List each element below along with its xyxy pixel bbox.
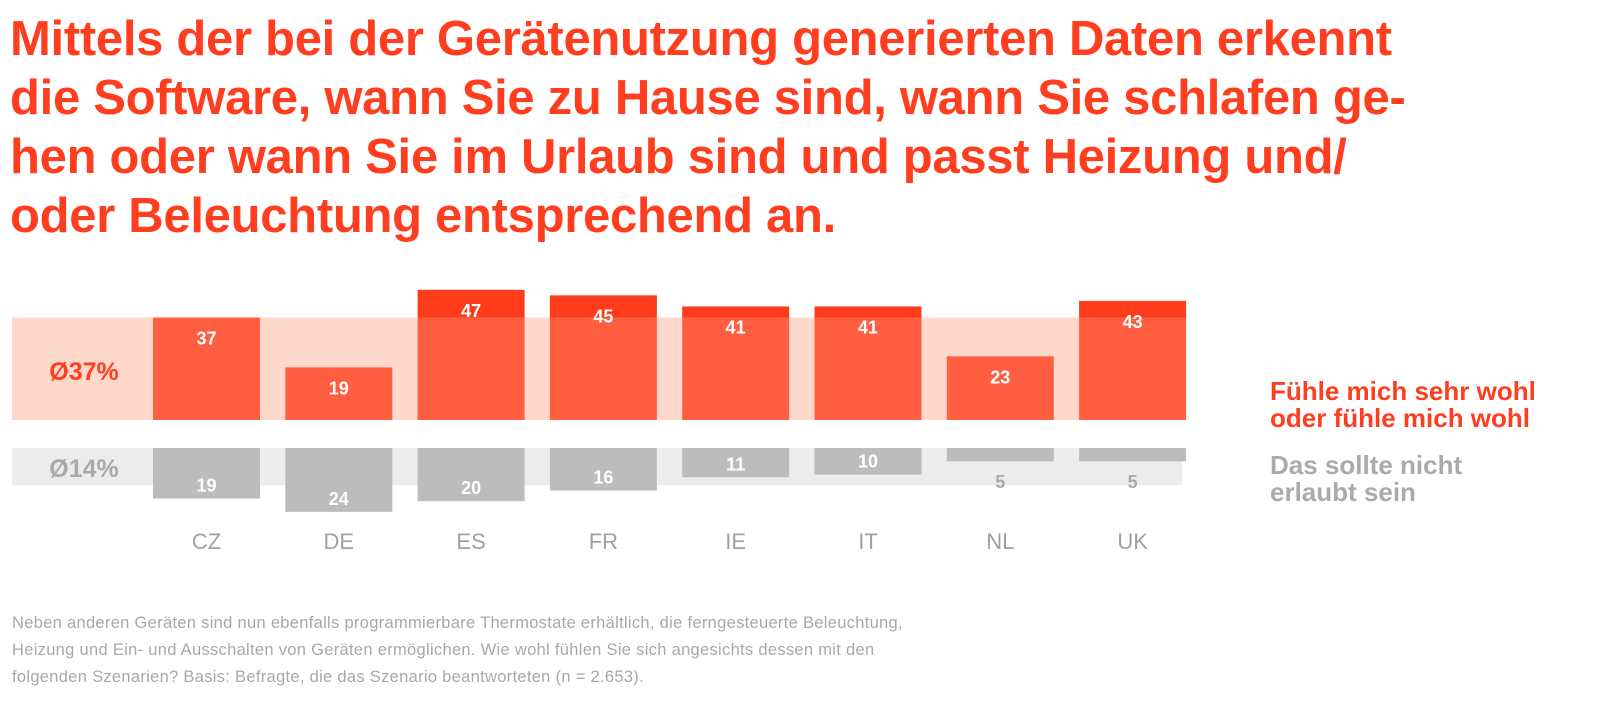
footnote-line: folgenden Szenarien? Basis: Befragte, di…: [12, 668, 644, 686]
footnote-line: Neben anderen Geräten sind nun ebenfalls…: [12, 614, 903, 632]
legend-positive-line: oder fühle mich wohl: [1270, 403, 1531, 433]
category-label: UK: [1117, 529, 1148, 554]
bar-positive: [682, 317, 790, 420]
data-label-positive: 41: [726, 317, 746, 337]
title-line: die Software, wann Sie zu Hause sind, wa…: [10, 71, 1406, 125]
data-label-negative: 19: [196, 476, 216, 496]
bar-positive-above-average: [1079, 300, 1187, 318]
data-label-negative: 16: [593, 468, 613, 488]
bar-negative: [1079, 448, 1187, 462]
data-label-negative: 10: [858, 452, 878, 472]
bar-positive-above-average: [682, 306, 790, 318]
title-line: oder Beleuchtung entsprechend an.: [10, 189, 836, 243]
data-label-positive: 41: [858, 317, 878, 337]
category-label: IE: [725, 529, 746, 554]
data-label-positive: 43: [1123, 312, 1143, 332]
bar-positive: [153, 317, 260, 420]
bar-negative: [153, 448, 260, 499]
data-label-positive: 23: [990, 367, 1010, 387]
legend-negative: Das sollte nicht erlaubt sein: [1270, 452, 1462, 506]
data-label-positive: 45: [593, 306, 613, 326]
bar-positive: [1079, 317, 1187, 420]
bar-positive-above-average: [417, 289, 525, 318]
bar-positive-above-average: [814, 306, 922, 318]
bar-negative: [549, 448, 657, 491]
average-label-positive: Ø37%: [49, 358, 118, 386]
bar-negative: [417, 448, 525, 502]
bar-negative: [946, 448, 1054, 462]
footnote-line: Heizung und Ein- und Ausschalten von Ger…: [12, 641, 875, 659]
category-label: FR: [589, 529, 618, 554]
average-label-negative: Ø14%: [49, 455, 118, 483]
chart-title: Mittels der bei der Gerätenutzung generi…: [10, 10, 1590, 246]
data-label-negative: 11: [726, 454, 745, 474]
data-label-positive: 19: [329, 378, 349, 398]
bar-positive: [549, 317, 657, 420]
data-label-negative: 20: [461, 478, 481, 498]
data-label-positive: 47: [461, 301, 481, 321]
category-label: NL: [986, 529, 1014, 554]
title-line: Mittels der bei der Gerätenutzung generi…: [10, 12, 1392, 66]
legend-positive: Fühle mich sehr wohl oder fühle mich woh…: [1270, 378, 1536, 432]
category-label: CZ: [192, 529, 221, 554]
bar-positive: [417, 317, 525, 420]
legend-positive-line: Fühle mich sehr wohl: [1270, 376, 1536, 406]
category-label: IT: [858, 529, 878, 554]
legend-negative-line: Das sollte nicht: [1270, 450, 1463, 480]
data-label-negative: 5: [995, 472, 1005, 492]
data-label-positive: 37: [196, 329, 216, 349]
footnote: Neben anderen Geräten sind nun ebenfalls…: [12, 610, 1112, 691]
title-line: hen oder wann Sie im Urlaub sind und pas…: [10, 130, 1347, 184]
legend-negative-line: erlaubt sein: [1270, 477, 1416, 507]
bar-positive: [285, 367, 393, 420]
bar-negative: [814, 448, 922, 475]
bar-positive-above-average: [549, 295, 657, 318]
category-label: DE: [324, 529, 355, 554]
bar-positive: [946, 356, 1054, 420]
data-label-negative: 5: [1128, 472, 1138, 492]
category-label: ES: [456, 529, 485, 554]
bar-positive: [814, 317, 922, 420]
bar-negative: [682, 448, 790, 478]
data-label-negative: 24: [329, 489, 349, 509]
bar-negative: [285, 448, 393, 512]
